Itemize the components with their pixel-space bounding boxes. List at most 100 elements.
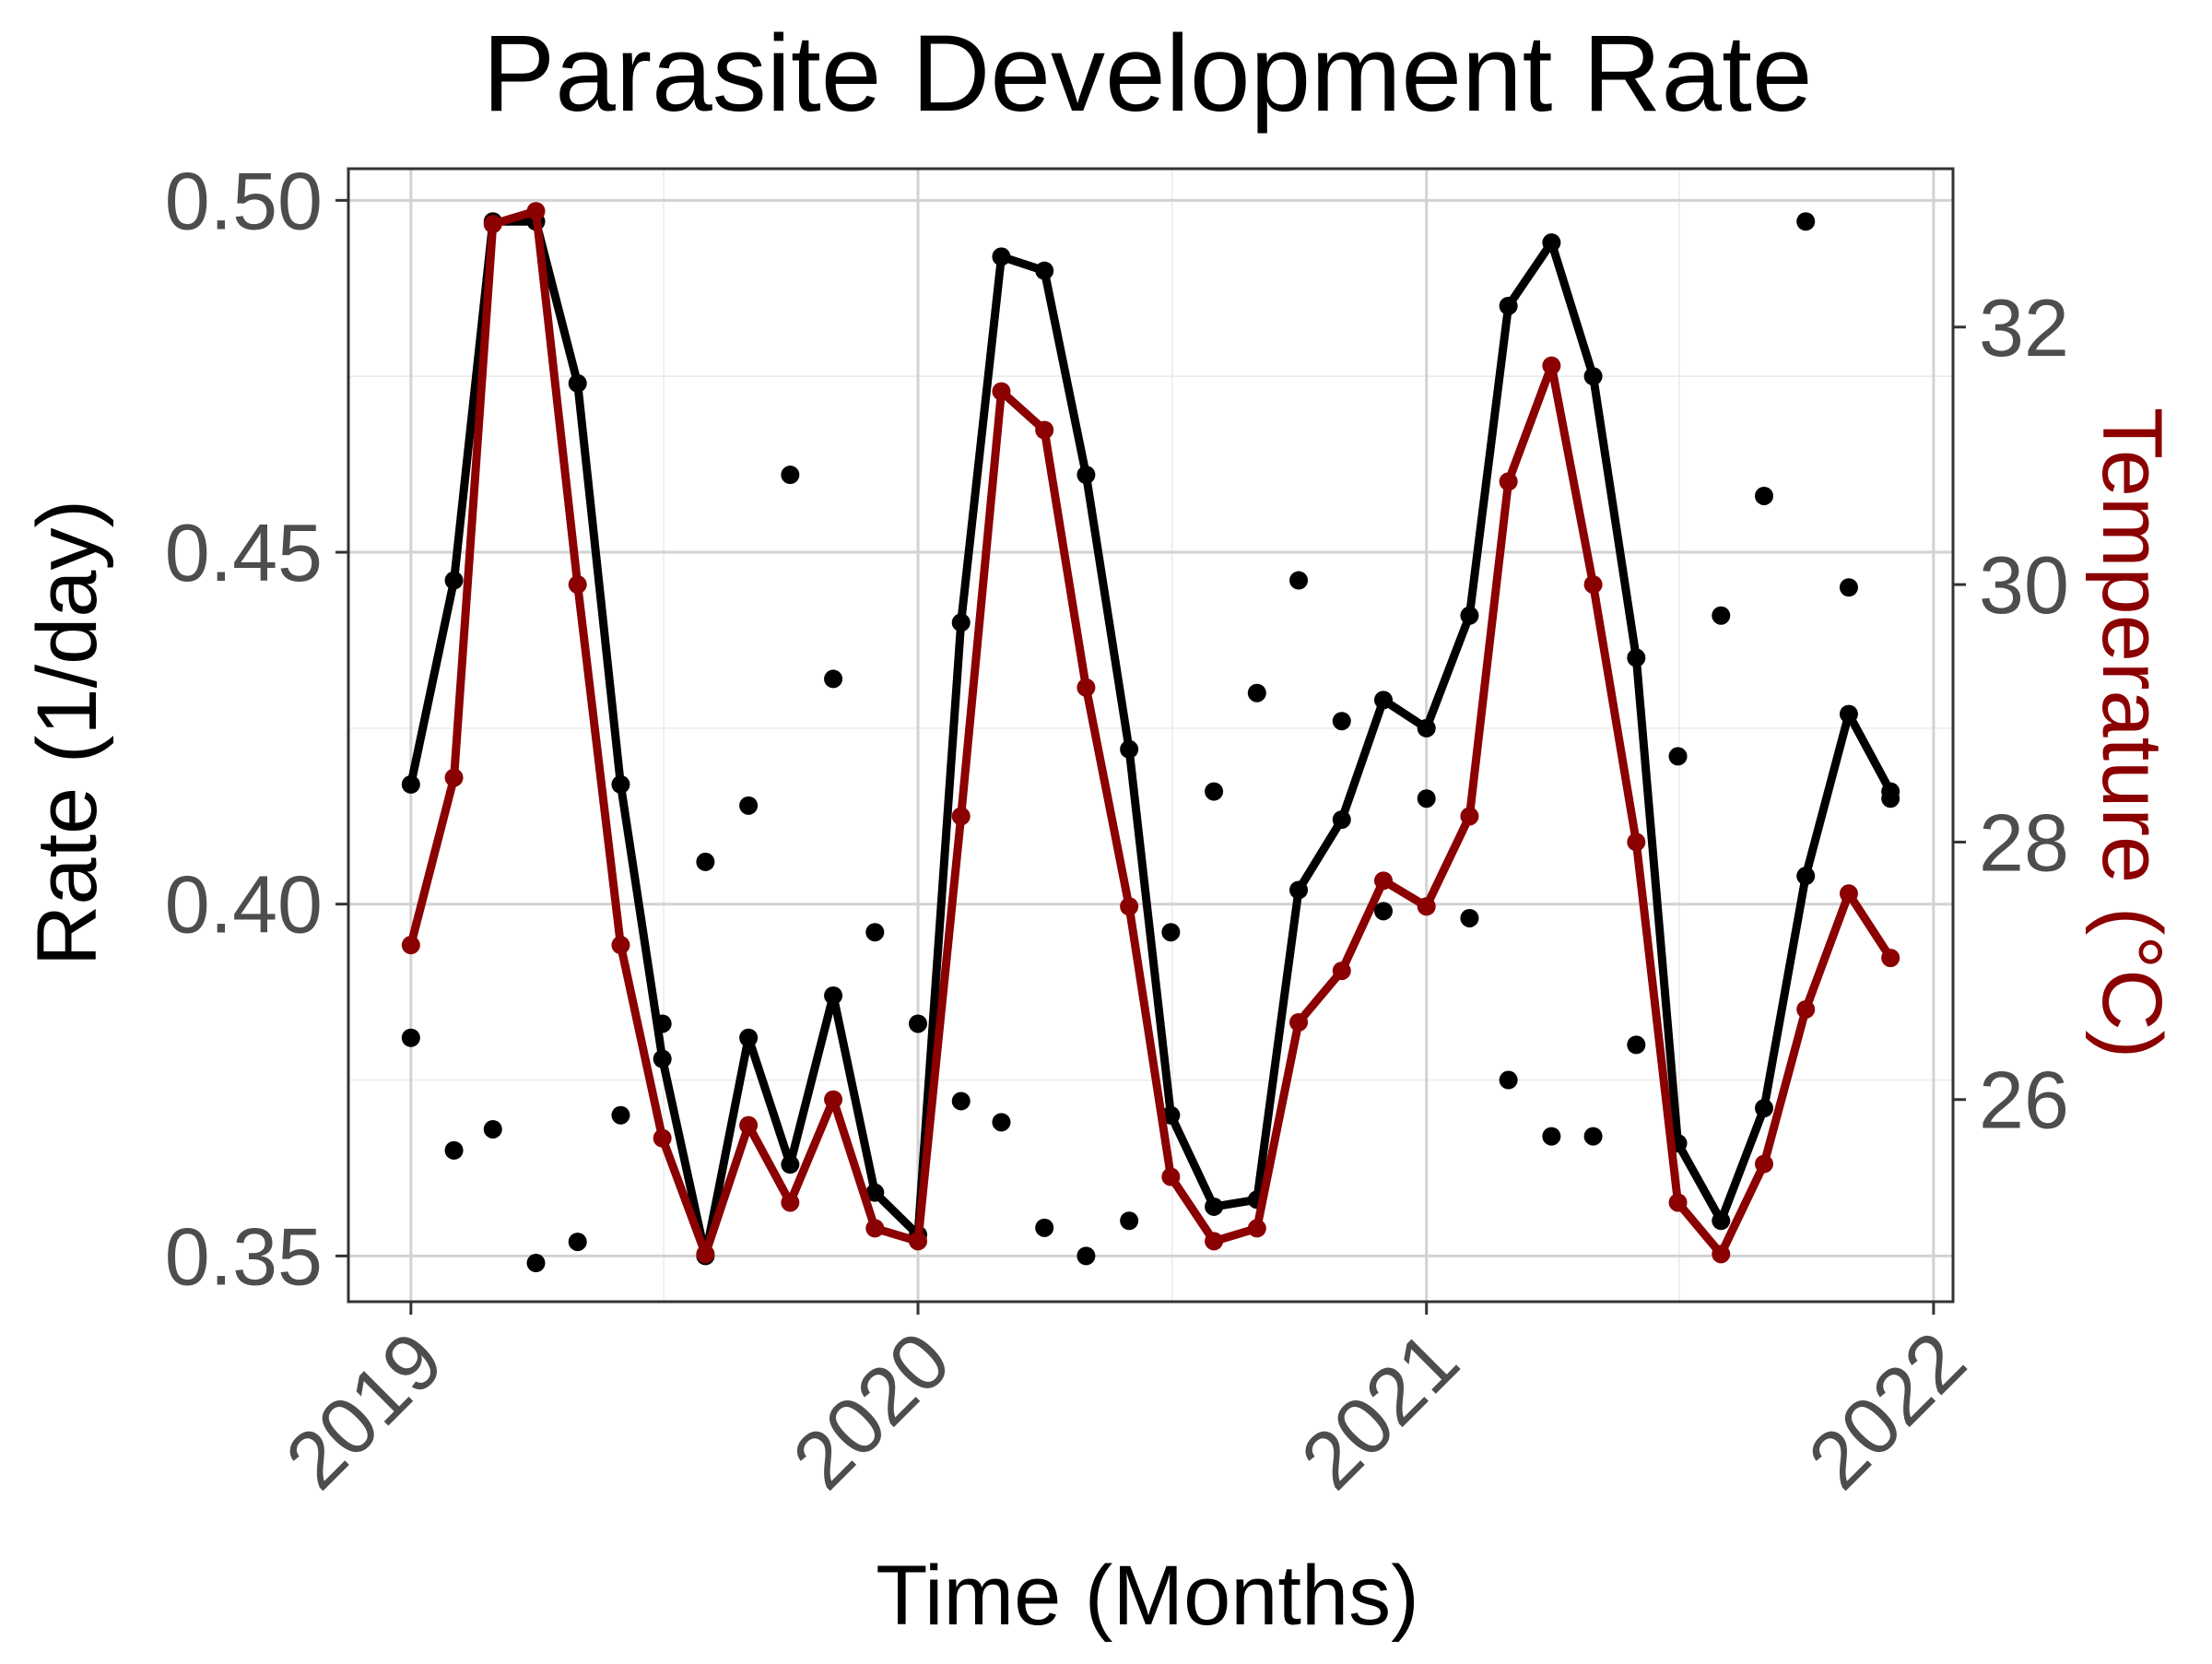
rate-point (865, 1183, 885, 1202)
observed-rate-point (444, 1140, 464, 1160)
rate-point (1035, 261, 1054, 280)
scatter-series (401, 212, 1900, 1273)
rate-point (781, 1155, 800, 1174)
observed-rate-point (1627, 1035, 1646, 1055)
rate-point (739, 1028, 759, 1047)
observed-rate-point (696, 852, 715, 871)
x-tick-label: 2022 (1791, 1314, 1983, 1505)
observed-rate-point (951, 1092, 971, 1111)
rate-point (611, 774, 630, 794)
observed-rate-point (1247, 683, 1266, 702)
observed-rate-point (1161, 923, 1181, 942)
observed-rate-point (1796, 212, 1816, 231)
plot-area: 0.35 0.40 0.45 0.50 26 28 30 32 2019 2020 2021 2022 (165, 155, 2069, 1506)
rate-point (1289, 880, 1309, 900)
temperature-point (1077, 678, 1096, 697)
observed-rate-point (1499, 1070, 1518, 1090)
temperature-point (1796, 999, 1816, 1019)
temperature-point (1035, 420, 1054, 440)
observed-rate-point (1754, 486, 1773, 505)
temperature-point (1881, 949, 1900, 968)
plot-panel (348, 169, 1953, 1302)
observed-rate-point (1373, 902, 1393, 921)
temperature-point (1289, 1012, 1309, 1032)
rate-point (1542, 233, 1561, 253)
temperature-point (611, 936, 630, 955)
rate-point (444, 571, 464, 590)
rate-point (1839, 704, 1858, 724)
x-tick-label: 2021 (1284, 1314, 1476, 1505)
temperature-point (1460, 807, 1479, 826)
temperature-point (951, 807, 971, 826)
rate-point (1499, 296, 1518, 315)
observed-rate-point (1839, 578, 1858, 597)
temperature-point (1332, 962, 1351, 981)
y-tick-label: 0.45 (165, 507, 323, 598)
rate-point (1796, 867, 1816, 886)
temperature-point (1754, 1154, 1773, 1174)
temperature-point (483, 215, 502, 234)
rate-point (1460, 606, 1479, 625)
observed-rate-point (483, 1119, 502, 1139)
temperature-point (1583, 575, 1603, 595)
rate-point (1120, 739, 1139, 759)
rate-point (951, 613, 971, 632)
observed-rate-point (909, 1014, 928, 1033)
observed-rate-point (1332, 712, 1351, 731)
observed-rate-point (1417, 789, 1436, 808)
temperature-point (1627, 832, 1646, 852)
observed-rate-point (1077, 1246, 1096, 1266)
temperature-point (696, 1245, 715, 1264)
rate-point (1754, 1099, 1773, 1118)
rate-point (653, 1049, 672, 1068)
temperature-point (1161, 1167, 1181, 1186)
temperature-point (909, 1232, 928, 1251)
temperature-point (824, 1090, 843, 1109)
rate-point (1332, 810, 1351, 830)
temperature-series (401, 202, 1900, 1264)
observed-rate-point (992, 1113, 1011, 1132)
observed-rate-point (1668, 747, 1688, 766)
y2-tick-label: 30 (1979, 539, 2069, 631)
y-tick-label: 0.50 (165, 155, 323, 246)
rate-point (568, 373, 587, 393)
observed-rate-point (1460, 908, 1479, 927)
temperature-point (1839, 884, 1858, 903)
temperature-point (781, 1193, 800, 1212)
temperature-line (406, 207, 1895, 1258)
rate-point (1417, 718, 1436, 738)
x-axis-title: Time (Months) (876, 1549, 1419, 1643)
observed-rate-point (824, 669, 843, 689)
y2-tick-label: 32 (1979, 282, 2069, 373)
temperature-point (1499, 472, 1518, 491)
observed-rate-point (781, 466, 800, 485)
temperature-point (1417, 897, 1436, 916)
rate-point (992, 247, 1011, 266)
observed-rate-point (1881, 789, 1900, 808)
temperature-point (568, 575, 587, 595)
temperature-point (1542, 356, 1561, 375)
temperature-point (1668, 1193, 1688, 1212)
rate-line (406, 217, 1895, 1260)
y2-tick-label: 26 (1979, 1055, 2069, 1146)
temperature-point (992, 382, 1011, 401)
y-axis-title: Rate (1/day) (20, 500, 114, 966)
observed-rate-point (1120, 1211, 1139, 1231)
temperature-point (444, 768, 464, 787)
temperature-point (1205, 1232, 1224, 1251)
y2-axis-title: Temperature (°C) (2085, 407, 2179, 1059)
temperature-point (1712, 1245, 1731, 1264)
rate-point (1712, 1211, 1731, 1231)
temperature-point (1373, 871, 1393, 891)
observed-rate-point (1205, 782, 1224, 801)
y-tick-label: 0.40 (165, 859, 323, 950)
temperature-point (1120, 897, 1139, 916)
observed-rate-point (1289, 571, 1309, 590)
temperature-point (1247, 1219, 1266, 1238)
rate-point (1077, 466, 1096, 485)
rate-point (1627, 648, 1646, 667)
rate-point (1205, 1197, 1224, 1216)
rate-point (1373, 690, 1393, 710)
rate-point (1583, 367, 1603, 386)
